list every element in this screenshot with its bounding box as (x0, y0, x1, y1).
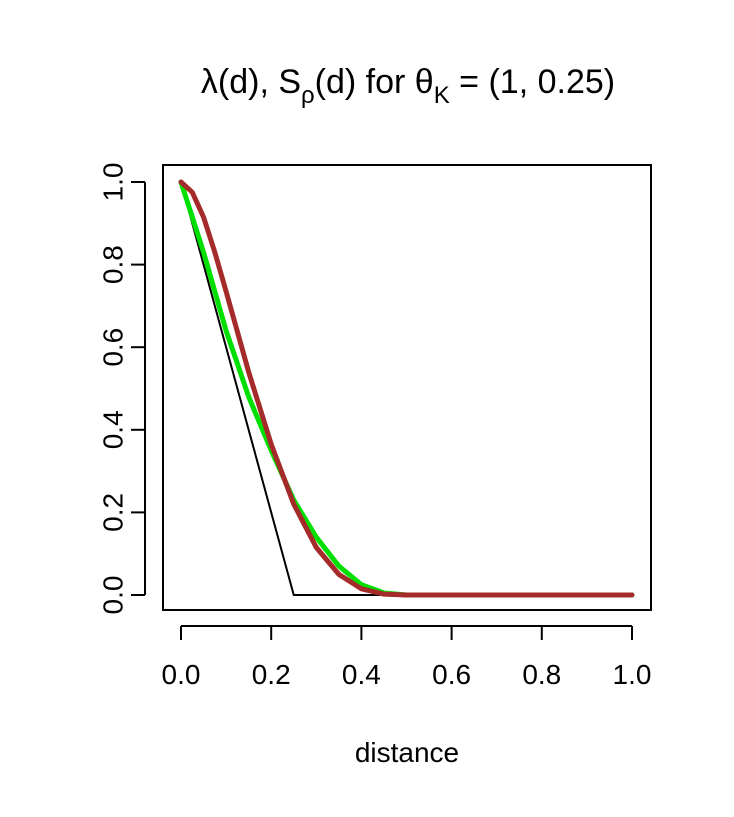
chart-title: λ(d), Sρ(d) for θK = (1, 0.25) (201, 63, 615, 109)
x-tick-label: 0.2 (252, 659, 291, 690)
series-line-3 (178, 179, 635, 598)
x-axis: 0.0 0.2 0.4 0.6 0.8 1.0 (162, 625, 652, 690)
x-axis-title: distance (355, 737, 459, 768)
plot-frame (162, 164, 652, 611)
y-tick-label: 0.8 (98, 245, 129, 284)
y-axis: 0.0 0.2 0.4 0.6 0.8 1.0 (98, 163, 146, 615)
x-tick-label: 0.4 (342, 659, 381, 690)
y-tick-label: 0.2 (98, 493, 129, 532)
y-tick-label: 0.0 (98, 576, 129, 615)
x-tick-label: 1.0 (613, 659, 652, 690)
y-tick-label: 0.6 (98, 328, 129, 367)
x-tick-label: 0.6 (432, 659, 471, 690)
y-tick-label: 0.4 (98, 410, 129, 449)
y-tick-label: 1.0 (98, 163, 129, 202)
series-line-1 (180, 181, 633, 596)
x-tick-label: 0.0 (162, 659, 201, 690)
x-tick-label: 0.8 (522, 659, 561, 690)
series-line-2 (178, 179, 635, 598)
series-layer (178, 179, 635, 598)
